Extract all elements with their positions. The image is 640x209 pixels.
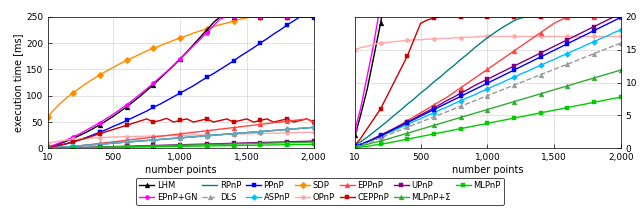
Legend: LHM, EPnP+GN, RPnP, DLS, PPnP, ASPnP, SDP, OPnP, EPPnP, CEPPnP, UPnP, MLPnP+Σ, M: LHM, EPnP+GN, RPnP, DLS, PPnP, ASPnP, SD… bbox=[136, 178, 504, 205]
X-axis label: number points: number points bbox=[452, 165, 524, 175]
Y-axis label: execution time [ms]: execution time [ms] bbox=[13, 33, 23, 132]
X-axis label: number points: number points bbox=[145, 165, 216, 175]
Text: (b): (b) bbox=[480, 180, 496, 190]
Text: (a): (a) bbox=[173, 180, 189, 190]
